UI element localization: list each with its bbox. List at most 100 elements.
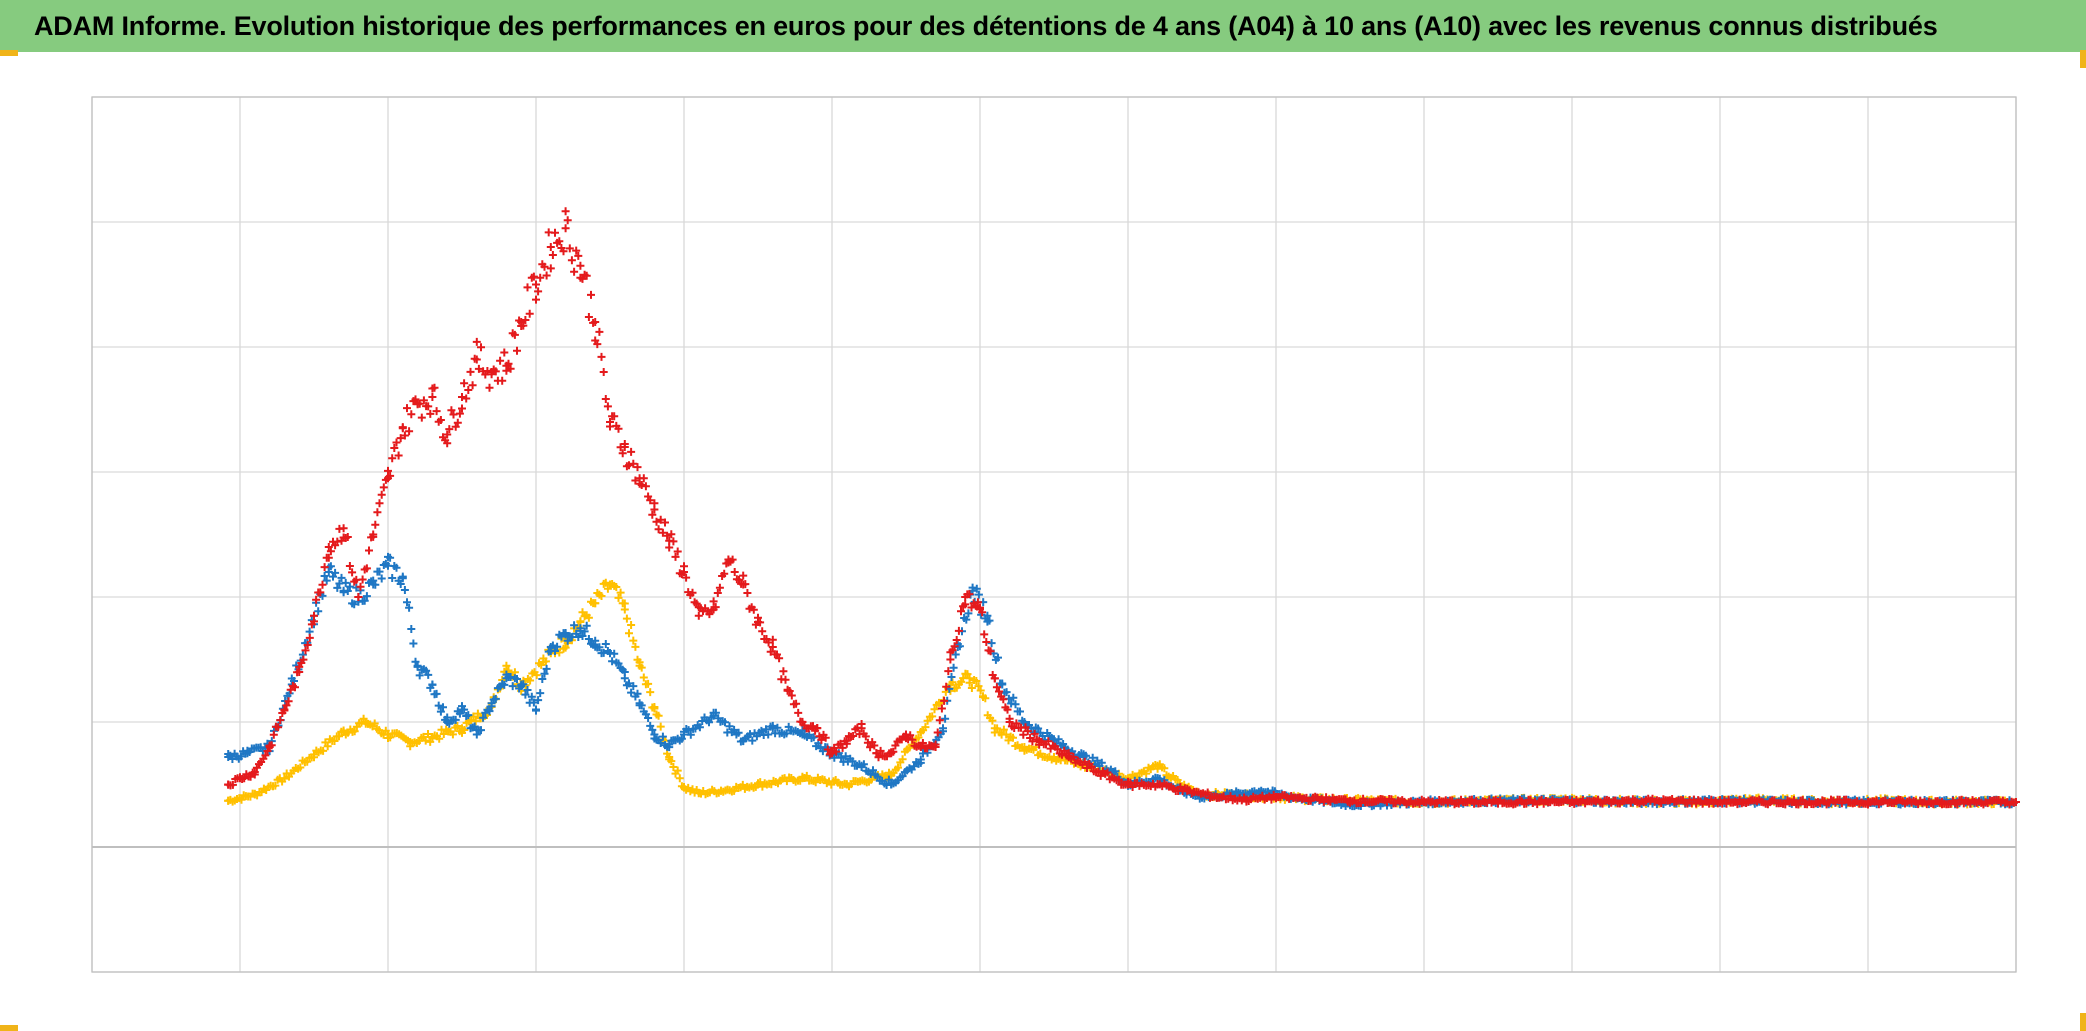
- data-point: [250, 768, 259, 776]
- data-point: [694, 611, 703, 620]
- data-point: [310, 611, 318, 620]
- data-point: [339, 524, 348, 533]
- data-point: [665, 753, 674, 761]
- data-point: [842, 736, 851, 745]
- data-point: [280, 705, 289, 714]
- data-point: [398, 424, 407, 433]
- data-point: [650, 730, 659, 739]
- data-point: [487, 699, 496, 708]
- data-point: [842, 780, 851, 789]
- data-point: [665, 740, 674, 749]
- data-point: [694, 789, 703, 798]
- data-point: [1790, 798, 1798, 806]
- data-point: [1227, 790, 1236, 799]
- data-point: [1716, 798, 1724, 806]
- data-point: [1153, 761, 1162, 770]
- data-point: [946, 655, 955, 664]
- data-point: [1079, 753, 1088, 761]
- data-point: [754, 618, 762, 626]
- data-point: [458, 393, 466, 401]
- data-point: [798, 718, 807, 726]
- data-point: [635, 699, 644, 708]
- data-point: [754, 780, 762, 789]
- corner-accent-bottom-left: [0, 1025, 18, 1031]
- data-point: [680, 730, 688, 739]
- data-point: [354, 593, 363, 601]
- data-point: [990, 724, 999, 733]
- corner-accent-bottom-right: [2080, 1013, 2086, 1031]
- data-point: [739, 580, 748, 589]
- data-point: [1020, 718, 1029, 726]
- data-point: [384, 561, 392, 570]
- data-point: [606, 418, 614, 426]
- data-point: [369, 580, 378, 589]
- grid-layer: [91, 96, 2017, 973]
- data-point: [310, 750, 318, 759]
- data-point: [798, 774, 807, 783]
- data-point: [916, 743, 925, 751]
- plot-frame: [91, 96, 2017, 973]
- series-3: [224, 207, 2020, 809]
- data-point: [1642, 796, 1650, 805]
- data-point: [887, 749, 896, 758]
- data-point: [561, 630, 570, 639]
- data-point: [398, 574, 407, 583]
- data-point: [591, 318, 600, 326]
- data-point: [724, 555, 733, 564]
- series-layer: [224, 207, 2020, 811]
- corner-accent-top-left: [0, 50, 18, 56]
- data-point: [768, 643, 777, 651]
- data-point: [1272, 793, 1280, 801]
- data-point: [635, 661, 644, 670]
- data-point: [1212, 793, 1221, 801]
- data-point: [339, 728, 348, 736]
- series-2: [224, 552, 2020, 811]
- data-point: [339, 586, 348, 595]
- series-1: [224, 578, 2020, 809]
- data-point: [887, 770, 896, 779]
- data-point: [798, 730, 807, 739]
- data-point: [709, 605, 718, 614]
- data-point: [487, 368, 496, 376]
- data-point: [1094, 768, 1103, 776]
- data-point: [665, 536, 674, 545]
- data-point: [998, 680, 1007, 689]
- data-point: [591, 636, 600, 645]
- data-point: [1124, 780, 1132, 789]
- data-point: [384, 474, 392, 483]
- data-point: [1153, 780, 1162, 789]
- data-point: [620, 443, 629, 451]
- data-point: [576, 261, 585, 270]
- data-point: [606, 580, 614, 589]
- data-point: [739, 736, 748, 745]
- data-point: [324, 568, 333, 576]
- data-point: [680, 568, 688, 576]
- data-point: [406, 738, 415, 746]
- data-point: [916, 728, 925, 736]
- data-point: [458, 724, 466, 733]
- data-point: [413, 661, 422, 670]
- data-point: [606, 649, 614, 658]
- data-point: [709, 711, 718, 720]
- data-point: [413, 399, 422, 408]
- data-point: [265, 743, 274, 751]
- data-point: [990, 674, 999, 683]
- data-point: [502, 361, 511, 370]
- data-point: [650, 505, 659, 514]
- data-point: [979, 693, 987, 701]
- data-point: [472, 730, 481, 739]
- data-point: [428, 393, 437, 401]
- data-point: [635, 474, 644, 483]
- data-point: [443, 718, 452, 726]
- data-point: [443, 430, 452, 439]
- series-1-markers: [224, 578, 2020, 809]
- data-point: [236, 774, 244, 783]
- data-point: [517, 680, 526, 689]
- data-point: [828, 749, 836, 758]
- data-point: [783, 686, 792, 695]
- data-point: [857, 724, 866, 733]
- data-point: [872, 749, 881, 758]
- data-point: [1420, 798, 1428, 806]
- data-point: [1257, 786, 1266, 795]
- data-point: [1568, 798, 1576, 806]
